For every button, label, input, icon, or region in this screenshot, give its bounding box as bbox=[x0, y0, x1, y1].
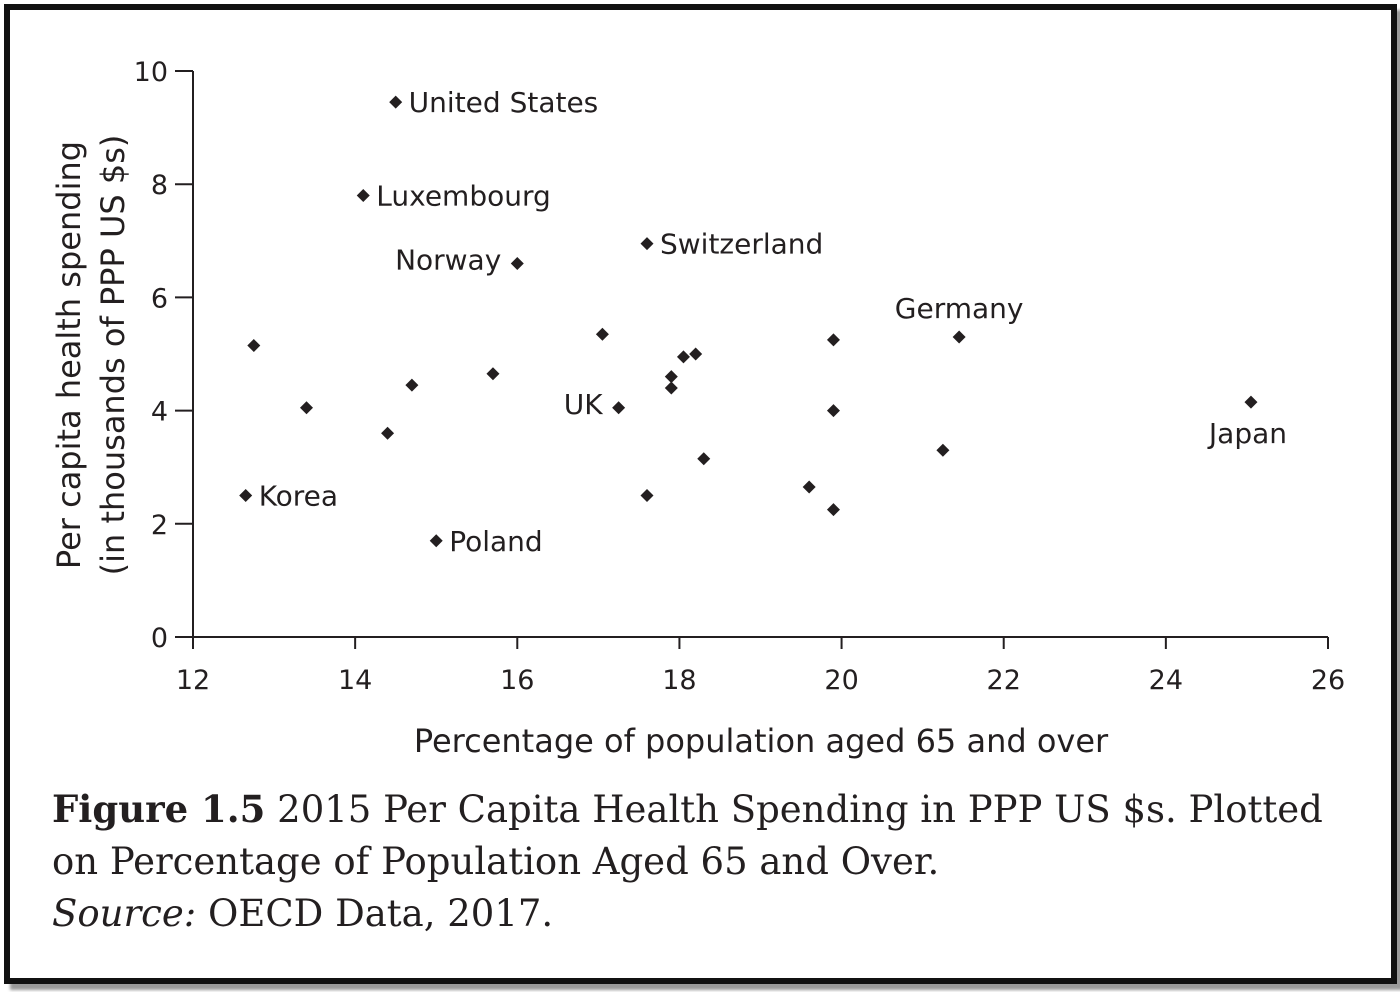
y-axis-label-units: (in thousands of PPP US $s) bbox=[94, 135, 132, 576]
data-point bbox=[405, 378, 419, 392]
data-point bbox=[381, 426, 395, 440]
source-text: OECD Data, 2017. bbox=[196, 892, 554, 935]
data-point bbox=[247, 339, 261, 353]
x-tick-label: 16 bbox=[500, 665, 534, 696]
data-point bbox=[595, 327, 609, 341]
data-point bbox=[429, 534, 443, 548]
y-tick-label: 8 bbox=[151, 170, 168, 201]
x-tick-label: 22 bbox=[987, 665, 1021, 696]
data-point bbox=[640, 489, 654, 502]
y-tick-label: 6 bbox=[151, 283, 168, 314]
data-point bbox=[952, 330, 966, 344]
data-point bbox=[697, 452, 711, 466]
source-label: Source: bbox=[52, 892, 197, 935]
y-tick-label: 10 bbox=[134, 57, 168, 88]
data-point bbox=[300, 401, 313, 415]
data-point bbox=[826, 404, 840, 418]
x-tick-label: 14 bbox=[338, 665, 372, 696]
data-point bbox=[640, 237, 654, 251]
data-point bbox=[936, 443, 950, 457]
chart-point-labels: United States Luxembourg Norway Switzerland… bbox=[259, 86, 1287, 558]
x-tick-label: 26 bbox=[1311, 665, 1345, 696]
point-label: Korea bbox=[259, 480, 338, 513]
figure-frame bbox=[4, 4, 1397, 984]
point-label: Norway bbox=[395, 243, 501, 276]
figure-number: Figure 1.5 bbox=[52, 787, 266, 831]
point-label: United States bbox=[409, 86, 599, 119]
figure-title: 2015 Per Capita Health Spending in PPP U… bbox=[52, 788, 1323, 883]
data-point bbox=[389, 95, 403, 109]
y-tick-label: 4 bbox=[151, 397, 168, 428]
chart-points bbox=[239, 95, 1258, 548]
data-point bbox=[802, 480, 816, 494]
point-label: Poland bbox=[449, 525, 542, 558]
point-label: UK bbox=[564, 388, 603, 421]
x-axis-label: Percentage of population aged 65 and ove… bbox=[414, 722, 1109, 760]
data-point bbox=[826, 333, 840, 347]
data-point bbox=[664, 370, 678, 384]
data-point bbox=[239, 489, 253, 502]
x-tick-label: 20 bbox=[824, 665, 858, 696]
point-label: Switzerland bbox=[660, 228, 823, 261]
data-point bbox=[676, 350, 690, 364]
data-point bbox=[664, 381, 678, 395]
point-label: Japan bbox=[1207, 417, 1287, 450]
x-tick-label: 18 bbox=[662, 665, 696, 696]
y-tick-label: 2 bbox=[151, 510, 168, 541]
data-point bbox=[510, 256, 524, 270]
data-point bbox=[612, 401, 626, 415]
figure-caption: Figure 1.5 2015 Per Capita Health Spendi… bbox=[52, 783, 1362, 940]
y-tick-label: 0 bbox=[151, 623, 168, 654]
x-tick-label: 12 bbox=[176, 665, 210, 696]
data-point bbox=[486, 367, 500, 381]
data-point bbox=[1244, 395, 1258, 409]
data-point bbox=[826, 503, 840, 517]
point-label: Luxembourg bbox=[376, 180, 551, 213]
data-point bbox=[689, 347, 703, 361]
point-label: Germany bbox=[895, 292, 1024, 325]
data-point bbox=[356, 189, 370, 203]
y-axis-label: Per capita health spending bbox=[50, 141, 88, 569]
x-tick-label: 24 bbox=[1149, 665, 1183, 696]
